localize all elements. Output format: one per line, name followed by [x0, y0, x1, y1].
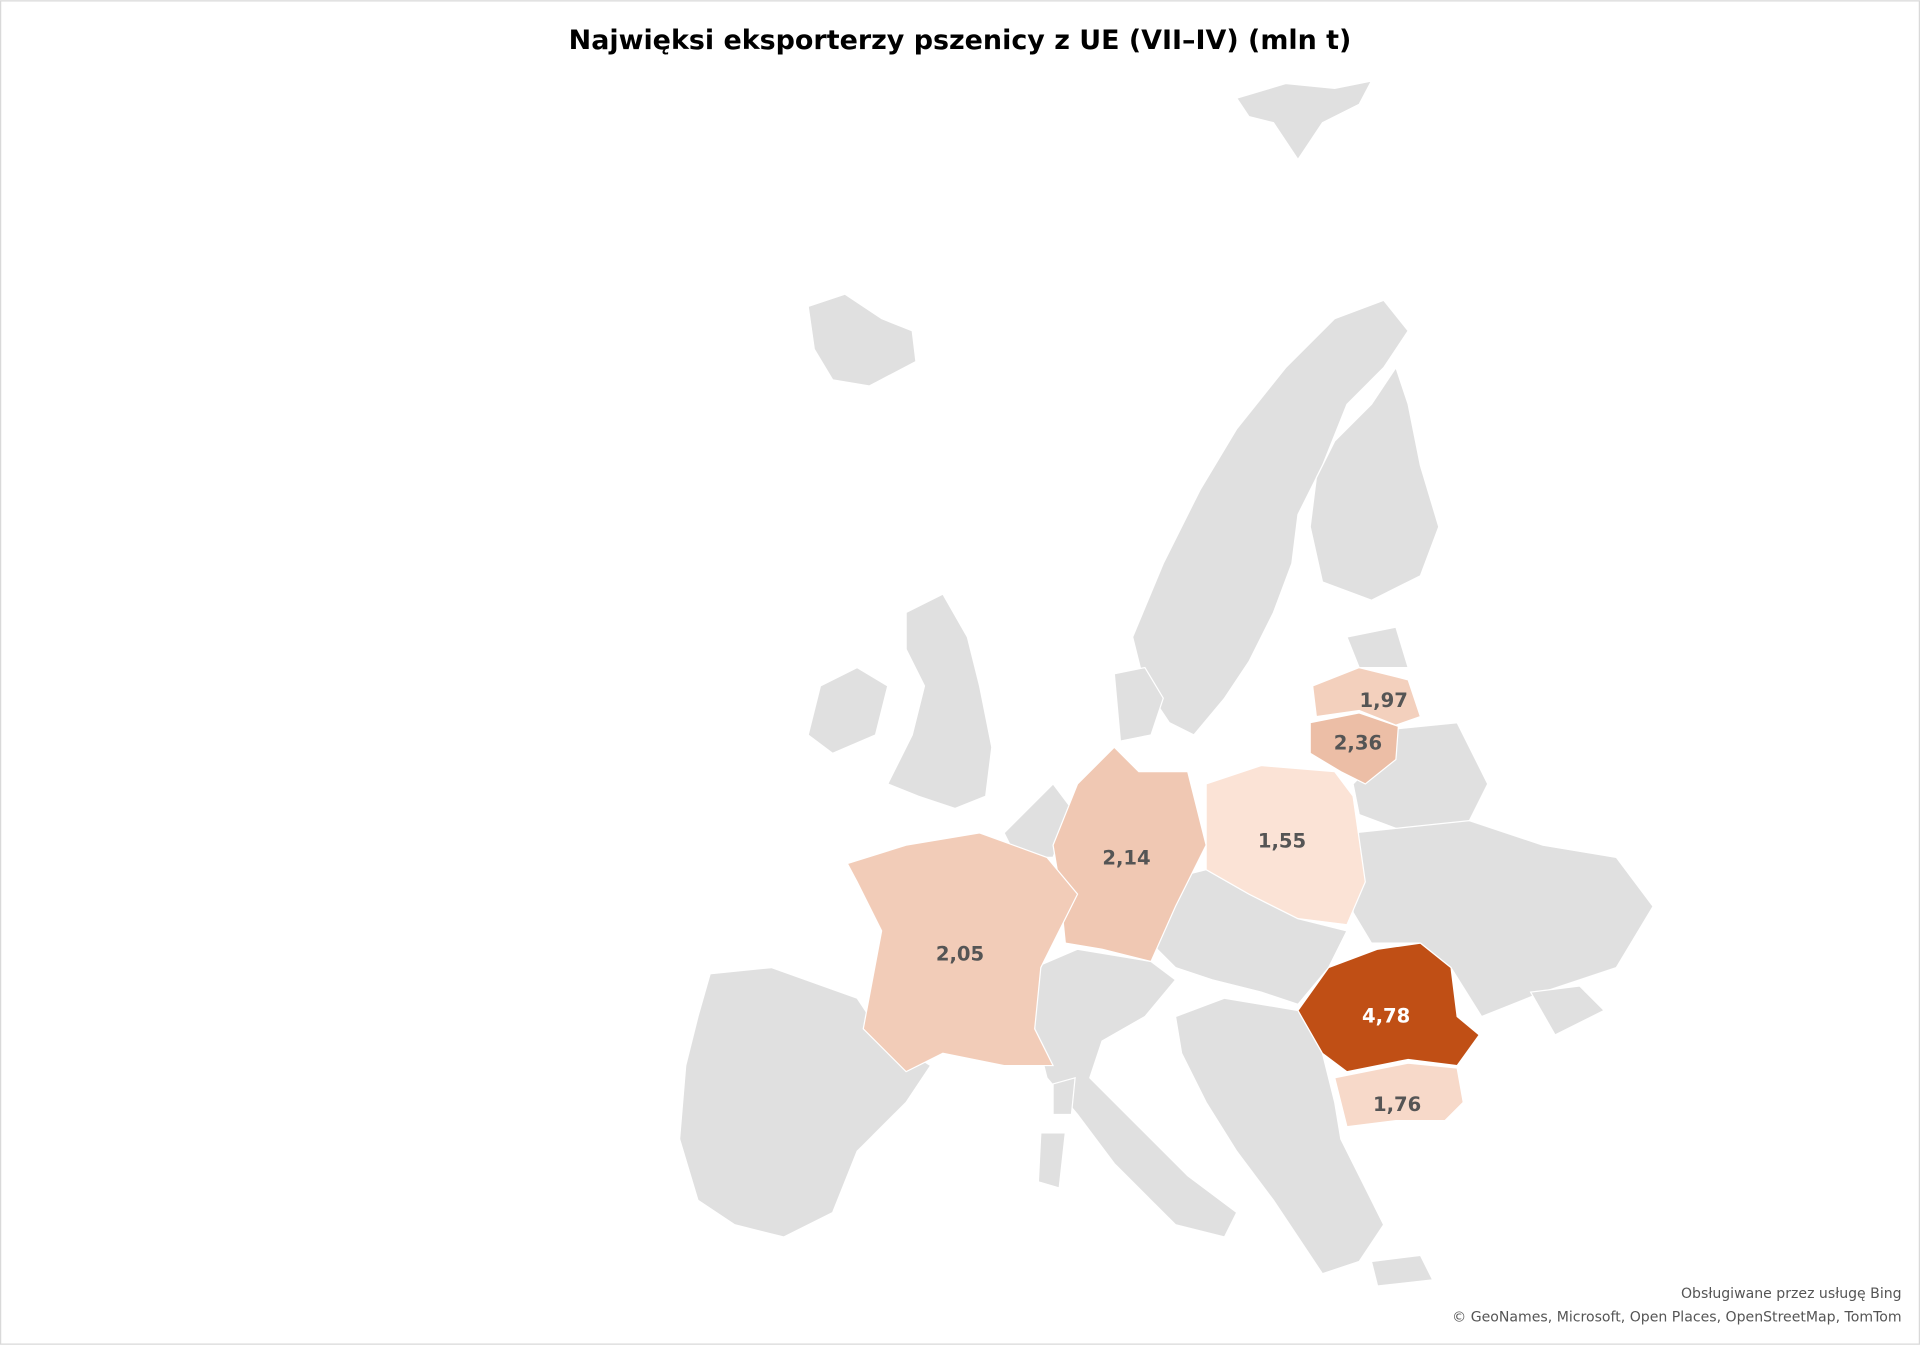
region — [1205, 764, 1366, 926]
region — [1311, 666, 1422, 726]
base-map — [678, 80, 1654, 1287]
value-label: 2,14 — [1102, 847, 1150, 870]
value-label: 2,05 — [936, 942, 984, 965]
value-label: 1,76 — [1373, 1093, 1421, 1116]
region — [1297, 942, 1481, 1073]
value-label: 2,36 — [1334, 732, 1382, 755]
value-label: 4,78 — [1362, 1005, 1410, 1028]
chart-title: Najwięksi eksporterzy pszenicy z UE (VII… — [569, 25, 1352, 56]
region — [846, 832, 1079, 1073]
value-label: 1,55 — [1258, 830, 1306, 853]
value-label: 1,97 — [1360, 689, 1408, 712]
region — [1052, 746, 1207, 963]
attribution: Obsługiwane przez usługę Bing — [1681, 1286, 1902, 1302]
region — [1309, 712, 1400, 785]
regions — [846, 666, 1481, 1128]
attribution: © GeoNames, Microsoft, Open Places, Open… — [1452, 1309, 1901, 1325]
region — [1333, 1062, 1464, 1128]
